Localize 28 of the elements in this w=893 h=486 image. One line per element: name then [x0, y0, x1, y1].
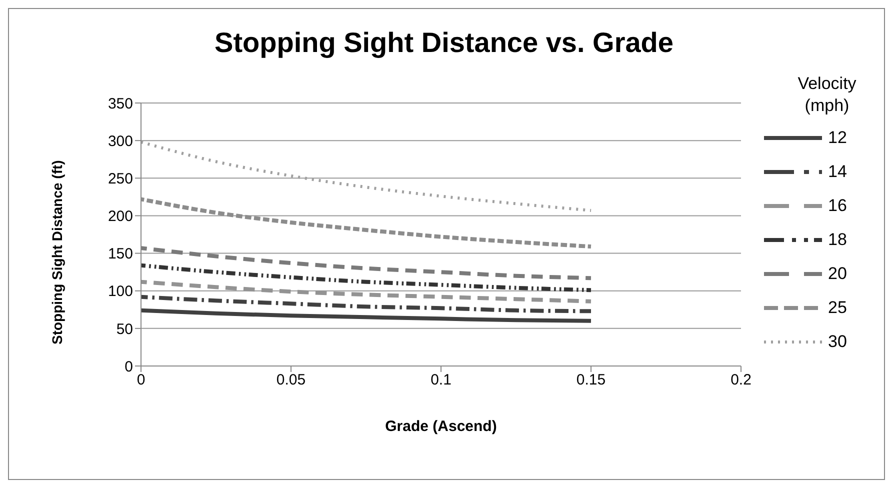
- x-tick-label: 0.1: [430, 372, 452, 389]
- chart-title: Stopping Sight Distance vs. Grade: [214, 27, 674, 59]
- y-tick-label: 300: [108, 132, 133, 150]
- y-tick-label: 50: [116, 320, 133, 338]
- y-tick-label: 150: [108, 246, 133, 263]
- legend-title: Velocity (mph): [796, 73, 858, 117]
- x-tick-label: 0.2: [730, 372, 752, 389]
- line-series: [141, 246, 593, 280]
- x-tick-label: 0.15: [576, 372, 606, 389]
- line-series: [141, 308, 593, 323]
- line-series: [141, 263, 593, 292]
- x-tick-label: 0: [136, 372, 146, 389]
- legend-label: 20: [828, 264, 847, 284]
- legend-label: 18: [828, 230, 847, 250]
- x-axis-title: Grade (Ascend): [385, 418, 497, 435]
- x-tick-label: 0.05: [276, 372, 306, 389]
- y-axis-title: Stopping Sight Distance (ft): [48, 160, 65, 344]
- y-tick-label: 350: [108, 95, 133, 112]
- line-series: [141, 294, 593, 314]
- legend-label: 25: [828, 298, 847, 318]
- legend-label: 16: [828, 196, 847, 216]
- y-tick-label: 200: [108, 208, 133, 226]
- y-tick-label: 100: [108, 283, 133, 300]
- legend-label: 14: [828, 162, 847, 182]
- y-tick-label: 0: [124, 358, 133, 376]
- y-tick-label: 250: [108, 170, 133, 188]
- legend-label: 12: [828, 128, 847, 148]
- legend-label: 30: [828, 332, 847, 352]
